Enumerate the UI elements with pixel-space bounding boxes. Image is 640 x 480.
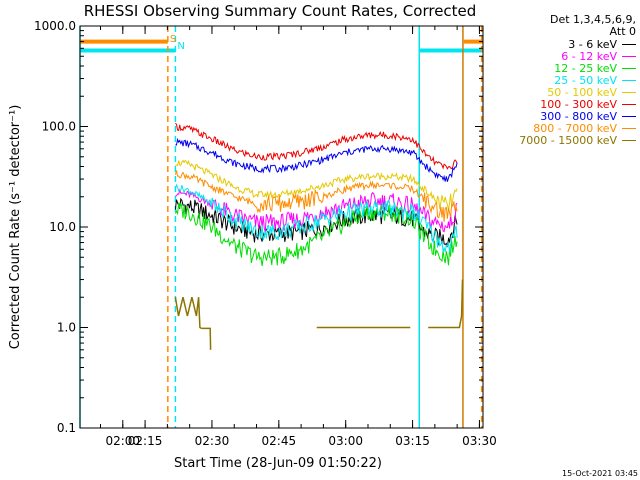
x-tick-label-6: 03:30	[462, 434, 497, 448]
legend-swatch	[622, 115, 636, 117]
y-tick-label-2: 10.0	[49, 220, 76, 234]
legend-label: 800 - 7000 keV	[533, 121, 617, 135]
legend-item: 7000 - 15000 keV	[488, 133, 638, 147]
legend-detectors: Det 1,3,4,5,6,9,	[549, 13, 636, 26]
legend-label: 6 - 12 keV	[561, 49, 617, 63]
legend-attenuator: Att 0	[609, 25, 636, 38]
flag-S: S	[170, 34, 176, 45]
series-line-6	[175, 137, 458, 182]
x-tick-label-5: 03:15	[395, 434, 430, 448]
legend-item: 800 - 7000 keV	[488, 121, 638, 135]
legend-swatch	[622, 43, 636, 45]
legend: Det 1,3,4,5,6,9, Att 0 3 - 6 keV 6 - 12 k…	[488, 13, 638, 147]
legend-swatch	[622, 127, 636, 129]
legend-item: 12 - 25 keV	[488, 61, 638, 75]
legend-label: 300 - 800 keV	[540, 109, 617, 123]
legend-swatch	[622, 103, 636, 105]
legend-item: 3 - 6 keV	[488, 37, 638, 51]
series-line-5	[175, 122, 458, 170]
chart-title: RHESSI Observing Summary Count Rates, Co…	[84, 2, 477, 20]
olive-fragment-0	[174, 297, 202, 330]
legend-swatch	[622, 139, 636, 141]
y-tick-label-4: 1000.0	[34, 19, 76, 33]
series-line-4	[175, 159, 458, 211]
legend-label: 50 - 100 keV	[547, 85, 617, 99]
y-tick-label-3: 100.0	[42, 120, 76, 134]
legend-swatch	[622, 67, 636, 69]
x-tick-label-1: 02:15	[128, 434, 163, 448]
flag-N: N	[177, 41, 184, 52]
y-tick-label-1: 1.0	[57, 321, 76, 335]
olive-fragment-3	[428, 279, 464, 329]
legend-label: 25 - 50 keV	[554, 73, 617, 87]
y-axis-label: Corrected Count Rate (s⁻¹ detector⁻¹)	[8, 105, 23, 350]
legend-label: 100 - 300 keV	[540, 97, 617, 111]
x-tick-label-3: 02:45	[262, 434, 297, 448]
legend-label: 3 - 6 keV	[568, 37, 617, 51]
timestamp: 15-Oct-2021 03:45	[562, 469, 638, 478]
legend-swatch	[622, 91, 636, 93]
series-line-2	[174, 202, 458, 266]
legend-item: 50 - 100 keV	[488, 85, 638, 99]
x-axis-label: Start Time (28-Jun-09 01:50:22)	[174, 456, 382, 471]
olive-fragment-1	[201, 327, 212, 350]
series-line-3	[174, 183, 458, 253]
legend-swatch	[622, 55, 636, 57]
x-tick-label-4: 03:00	[328, 434, 363, 448]
y-tick-label-0: 0.1	[57, 421, 76, 435]
legend-item: 100 - 300 keV	[488, 97, 638, 111]
x-tick-label-2: 02:30	[195, 434, 230, 448]
legend-swatch	[622, 79, 636, 81]
legend-label: 12 - 25 keV	[554, 61, 617, 75]
x-tick-label-0: 02:00	[105, 434, 140, 448]
legend-item: 300 - 800 keV	[488, 109, 638, 123]
legend-item: 25 - 50 keV	[488, 73, 638, 87]
series-line-7	[174, 170, 458, 222]
legend-label: 7000 - 15000 keV	[519, 133, 617, 147]
legend-item: 6 - 12 keV	[488, 49, 638, 63]
